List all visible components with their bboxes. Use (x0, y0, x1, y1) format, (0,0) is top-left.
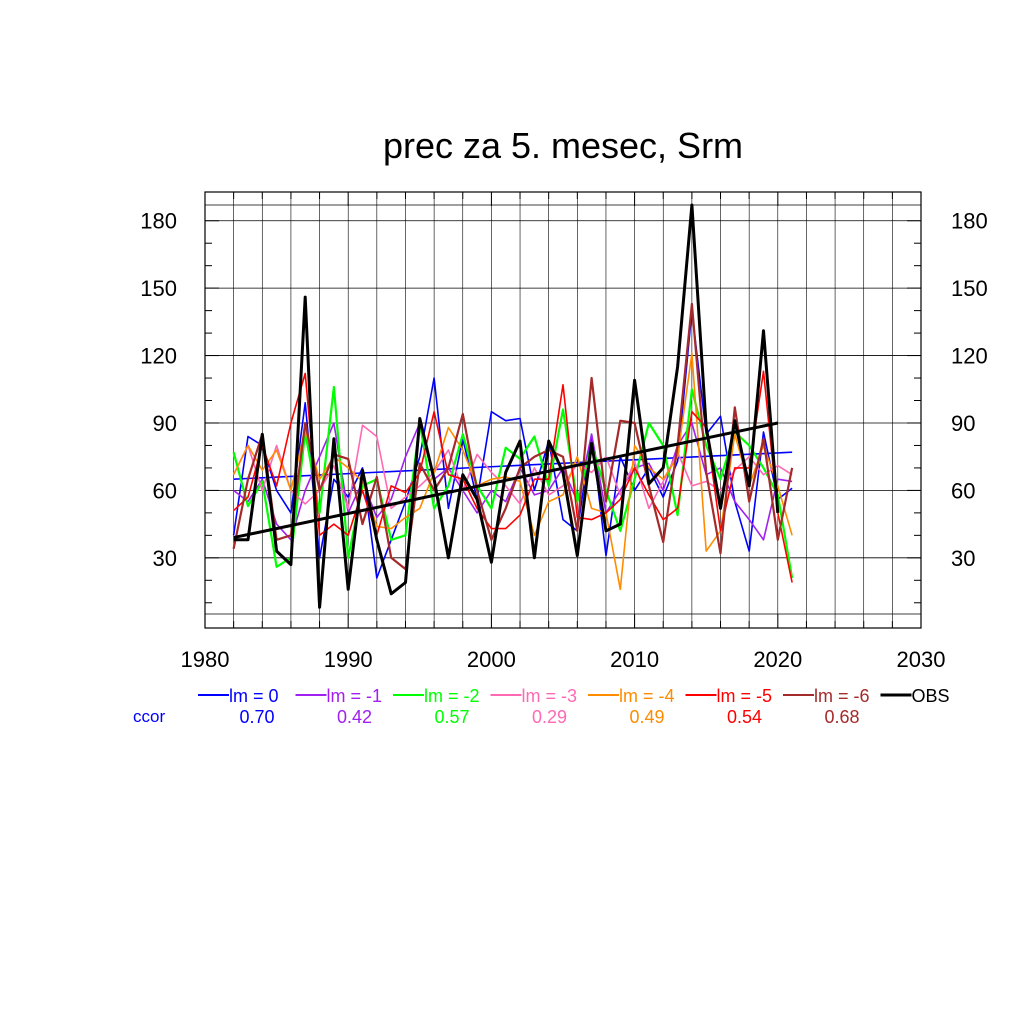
y-tick-label: 90 (153, 411, 177, 436)
ccor-value: 0.70 (239, 707, 274, 727)
x-tick-label: 1980 (181, 647, 230, 672)
tick-labels: 1980 1990 2000 2010 2020 2030 30 30 60 60 90 90 120 1… (140, 209, 987, 672)
y-tick-label-right: 180 (951, 209, 988, 234)
ccor-value: 0.49 (629, 707, 664, 727)
legend-label: lm = -2 (424, 686, 480, 706)
plot-frame (204, 191, 922, 629)
legend-label: lm = -5 (717, 686, 773, 706)
series-lines (232, 203, 794, 609)
y-tick-label: 180 (140, 209, 177, 234)
x-tick-label: 2030 (897, 647, 946, 672)
y-tick-label: 30 (153, 546, 177, 571)
series-line (232, 424, 793, 510)
ccor-label: ccor (133, 707, 165, 726)
legend-label: lm = -6 (814, 686, 870, 706)
x-tick-label: 2010 (610, 647, 659, 672)
chart-title: prec za 5. mesec, Srm (383, 125, 743, 166)
ccor-value: 0.54 (727, 707, 762, 727)
y-tick-label: 150 (140, 276, 177, 301)
plot-border (204, 191, 922, 629)
y-tick-label-right: 60 (951, 478, 975, 503)
ccor-value: 0.29 (532, 707, 567, 727)
y-tick-label: 60 (153, 478, 177, 503)
x-tick-label: 2000 (467, 647, 516, 672)
series-line (232, 302, 794, 571)
y-tick-label-right: 120 (951, 344, 988, 369)
y-tick-label-right: 30 (951, 546, 975, 571)
ccor-value: 0.42 (337, 707, 372, 727)
ccor-value: 0.57 (434, 707, 469, 727)
ccor-value: 0.68 (824, 707, 859, 727)
y-tick-label-right: 150 (951, 276, 988, 301)
legend-label: lm = 0 (229, 686, 279, 706)
x-tick-label: 1990 (324, 647, 373, 672)
trend-line (233, 421, 779, 540)
y-tick-label: 120 (140, 344, 177, 369)
legend-label: OBS (912, 686, 950, 706)
legend-label: lm = -3 (522, 686, 578, 706)
y-tick-label-right: 90 (951, 411, 975, 436)
x-tick-label: 2020 (753, 647, 802, 672)
legend-label: lm = -1 (327, 686, 383, 706)
series-line (233, 203, 780, 609)
legend-label: lm = -4 (619, 686, 675, 706)
